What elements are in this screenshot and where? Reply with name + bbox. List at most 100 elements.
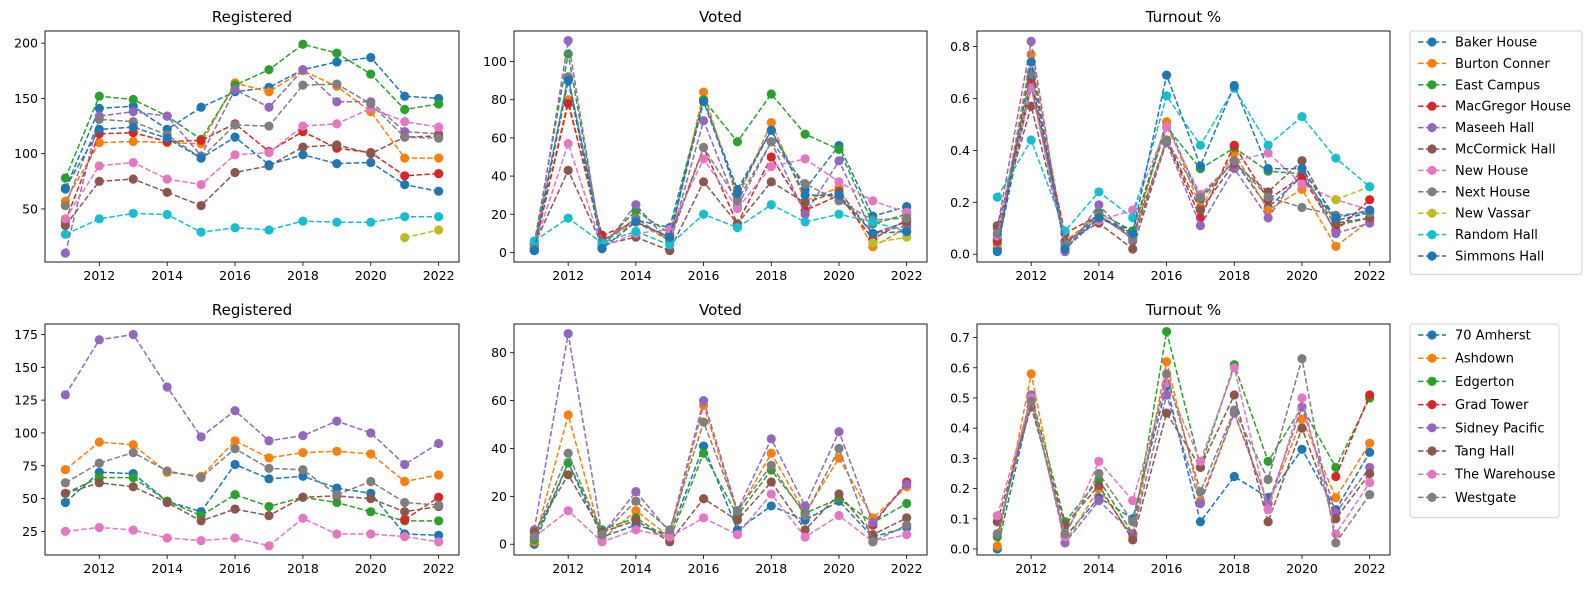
- data-point: [400, 104, 410, 115]
- chart-panel-5: Voted 2012 2014 2016 2018 2020 2022 0 20 40 60 80: [491, 301, 928, 576]
- data-point: [1331, 529, 1341, 539]
- data-point: [332, 140, 342, 150]
- y-tick-label: 20: [491, 489, 507, 504]
- data-point: [162, 382, 172, 392]
- data-point: [264, 87, 274, 97]
- data-point: [1229, 390, 1239, 400]
- x-tick-label: 2012: [552, 561, 584, 576]
- data-point: [902, 498, 912, 509]
- data-point: [1263, 505, 1273, 515]
- data-point: [834, 443, 844, 454]
- data-point: [834, 209, 844, 219]
- chart-panel-2: Voted 2012 2014 2016 2018 2020 2022 0 20 40 60 80 10…: [483, 8, 928, 283]
- y-tick-label: 0.4: [950, 421, 970, 436]
- data-point: [434, 225, 444, 235]
- chart-panel-4: Registered 2012 2014 2016 2018 2020 2022 25 50 75…: [14, 301, 460, 576]
- data-point: [665, 532, 675, 542]
- data-point: [128, 448, 138, 458]
- chart-panel-6: Turnout % 2012 2014 2016 2018 2020 2022 0.0 0.1 0…: [950, 301, 1391, 576]
- data-point: [766, 460, 776, 470]
- data-point: [631, 486, 641, 497]
- data-point: [902, 520, 912, 530]
- data-point: [800, 154, 810, 164]
- series-sidney-pacific: [60, 329, 444, 470]
- data-point: [698, 396, 709, 406]
- data-point: [1128, 517, 1138, 527]
- legend-label: New House: [1455, 164, 1528, 179]
- data-point: [563, 448, 573, 458]
- data-point: [631, 226, 641, 237]
- data-point: [698, 142, 709, 153]
- series-the-warehouse: [60, 513, 444, 551]
- data-point: [563, 213, 573, 223]
- data-point: [800, 190, 810, 200]
- data-point: [264, 102, 274, 112]
- x-tick-label: 2014: [1083, 561, 1115, 576]
- data-point: [563, 76, 573, 86]
- series-line: [533, 76, 907, 245]
- legend-marker: [1427, 251, 1437, 261]
- data-point: [400, 132, 410, 142]
- data-point: [400, 233, 410, 243]
- data-point: [264, 121, 274, 131]
- series-line: [533, 402, 908, 542]
- y-tick-label: 0.0: [950, 247, 970, 262]
- data-point: [60, 248, 70, 258]
- data-point: [230, 490, 240, 500]
- data-point: [298, 121, 308, 131]
- data-point: [1365, 205, 1375, 215]
- data-point: [60, 390, 70, 400]
- data-point: [1263, 213, 1273, 223]
- data-point: [230, 132, 240, 142]
- data-point: [60, 478, 70, 488]
- data-point: [563, 328, 573, 339]
- legend-marker: [1427, 423, 1437, 433]
- data-point: [1026, 57, 1036, 67]
- data-point: [1297, 156, 1307, 166]
- data-point: [298, 465, 308, 475]
- data-point: [698, 494, 709, 504]
- legend-marker: [1427, 144, 1437, 154]
- series-simmons-hall: [529, 76, 912, 256]
- data-point: [766, 434, 776, 444]
- data-point: [196, 516, 206, 526]
- legend-entry: Simmons Hall: [1418, 250, 1544, 265]
- data-point: [1229, 140, 1239, 150]
- legend-marker: [1427, 101, 1437, 111]
- data-point: [298, 492, 308, 502]
- data-point: [196, 227, 206, 237]
- legend-label: McCormick Hall: [1455, 143, 1556, 158]
- data-point: [732, 137, 743, 147]
- x-tick-label: 2018: [755, 561, 787, 576]
- data-point: [563, 98, 573, 109]
- data-point: [94, 161, 104, 171]
- chart-panel-3: Turnout % 2012 2014 2016 2018 2020 2022 0.0 0.2 0…: [950, 8, 1391, 283]
- data-point: [230, 223, 240, 233]
- data-point: [400, 497, 410, 508]
- data-point: [766, 177, 776, 187]
- legend-entry: Burton Conner: [1418, 57, 1550, 72]
- data-point: [732, 196, 743, 206]
- series-westgate: [60, 444, 444, 510]
- y-tick-label: 75: [22, 458, 38, 473]
- data-point: [631, 506, 641, 516]
- series-maseeh-hall: [60, 65, 444, 258]
- data-point: [1060, 244, 1070, 254]
- data-point: [1297, 354, 1307, 364]
- data-point: [834, 177, 844, 187]
- data-point: [992, 247, 1002, 257]
- data-point: [563, 139, 573, 149]
- data-point: [732, 188, 743, 198]
- data-point: [1229, 363, 1239, 373]
- series-new-house: [60, 103, 444, 224]
- x-tick-label: 2020: [823, 561, 855, 576]
- legend-entry: Ashdown: [1418, 352, 1514, 367]
- legend-label: Ashdown: [1455, 352, 1514, 367]
- data-point: [1161, 122, 1172, 132]
- data-point: [60, 229, 70, 239]
- data-point: [766, 161, 776, 172]
- x-tick-label: 2016: [1151, 561, 1183, 576]
- data-point: [332, 497, 342, 508]
- data-point: [1094, 200, 1104, 210]
